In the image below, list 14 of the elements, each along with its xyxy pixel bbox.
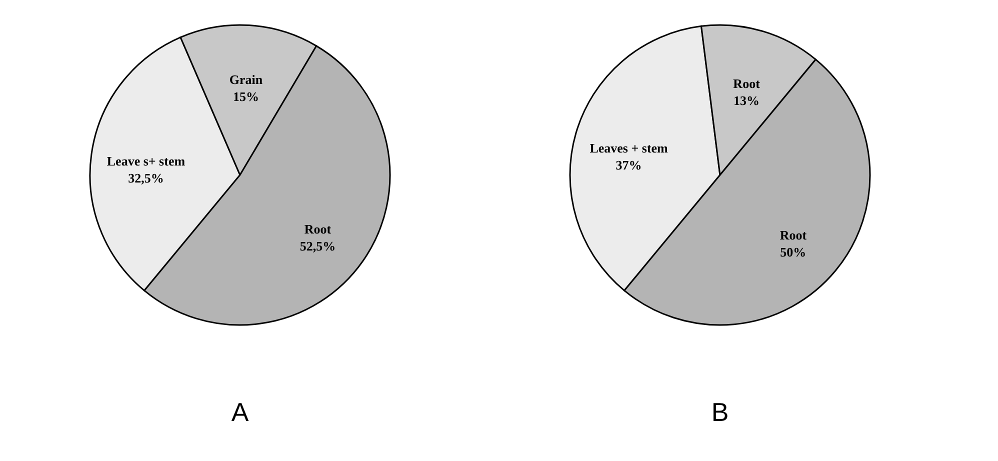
slice-label: Root [304,222,332,237]
slice-label: Root [780,228,808,243]
data-label: 15% [233,89,260,104]
text: B [711,397,729,427]
slice-label: Grain [229,72,264,88]
data-label: 50% [780,244,806,260]
slice-label: Leave s+ stem [106,154,186,169]
data-label: 52,5% [300,238,336,254]
data-label: 37% [616,157,642,172]
slice-label: Root [733,76,761,91]
slice-label: Leaves + stem [590,140,668,156]
data-label: 32,5% [128,170,164,186]
text: A [231,397,250,427]
data-label: 13% [734,92,760,108]
